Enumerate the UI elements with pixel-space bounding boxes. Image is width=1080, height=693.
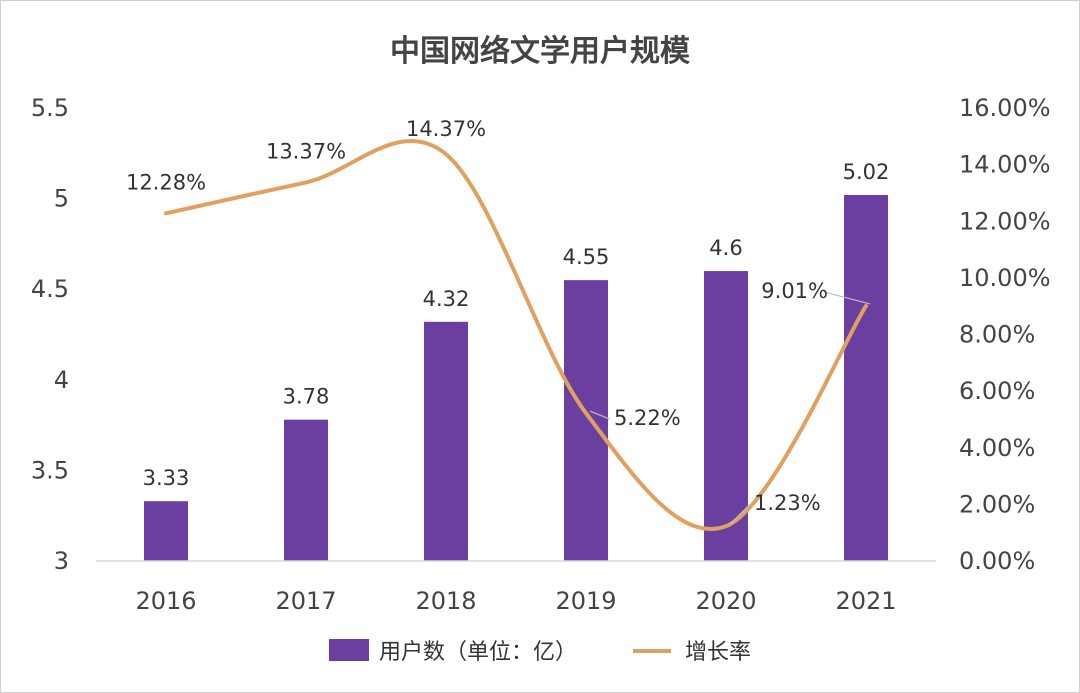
- line-value-label: 1.23%: [754, 491, 821, 515]
- x-tick-label: 2019: [555, 587, 616, 615]
- x-tick-label: 2021: [835, 587, 896, 615]
- bar-value-label: 5.02: [843, 160, 890, 184]
- leader-line: [589, 410, 611, 420]
- y-left-tick-label: 4: [54, 366, 69, 394]
- line-value-label: 9.01%: [761, 279, 828, 303]
- y-left-tick-label: 5: [54, 185, 69, 213]
- y-right-tick-label: 14.00%: [959, 151, 1051, 179]
- bar-value-label: 4.55: [563, 245, 610, 269]
- bar-value-label: 3.78: [283, 385, 330, 409]
- x-tick-label: 2017: [275, 587, 336, 615]
- x-tick-label: 2018: [415, 587, 476, 615]
- bar-2019: [564, 280, 608, 561]
- bar-2021: [844, 194, 888, 561]
- bar-2018: [424, 321, 468, 561]
- bar-2016: [144, 501, 188, 561]
- y-left-tick-label: 4.5: [31, 275, 69, 303]
- leader-line: [823, 291, 871, 305]
- y-right-tick-label: 4.00%: [959, 434, 1035, 462]
- bar-2017: [284, 419, 328, 561]
- y-right-tick-label: 12.00%: [959, 207, 1051, 235]
- legend: 用户数（单位：亿） 增长率: [329, 639, 751, 665]
- x-tick-label: 2016: [135, 587, 196, 615]
- y-right-tick-label: 6.00%: [959, 377, 1035, 405]
- axes-group: 2016 2017 2018 2019 2020 202133.544.555.50.00…: [31, 94, 1051, 615]
- line-value-label: 5.22%: [614, 406, 681, 430]
- y-right-tick-label: 8.00%: [959, 321, 1035, 349]
- line-value-label: 14.37%: [406, 117, 486, 141]
- bar-value-label: 3.33: [143, 466, 190, 490]
- line-value-label: 13.37%: [266, 139, 346, 163]
- y-right-tick-label: 0.00%: [959, 547, 1035, 575]
- y-left-tick-label: 3.5: [31, 456, 69, 484]
- growth-rate-line: [164, 139, 868, 531]
- y-right-tick-label: 10.00%: [959, 264, 1051, 292]
- y-left-tick-label: 3: [54, 547, 69, 575]
- bar-value-label: 4.6: [709, 236, 742, 260]
- data-labels-group: 3.33 3.78 4.32 4.55 4.6 5.02 12.28% 13.37% 14.37…: [126, 117, 890, 525]
- y-left-tick-label: 5.5: [31, 94, 69, 122]
- line-value-label: 12.28%: [126, 170, 206, 194]
- bars-group: [144, 194, 888, 561]
- y-right-tick-label: 2.00%: [959, 490, 1035, 518]
- legend-line-label: 增长率: [685, 640, 751, 665]
- legend-bar-label: 用户数（单位：亿）: [379, 640, 577, 665]
- x-tick-label: 2020: [695, 587, 756, 615]
- growth-line-group: [164, 139, 868, 531]
- legend-bar-swatch: [329, 639, 369, 661]
- bar-value-label: 4.32: [423, 287, 470, 311]
- chart-title: 中国网络文学用户规模: [390, 34, 690, 69]
- y-right-tick-label: 16.00%: [959, 94, 1051, 122]
- leader-line: [729, 503, 751, 525]
